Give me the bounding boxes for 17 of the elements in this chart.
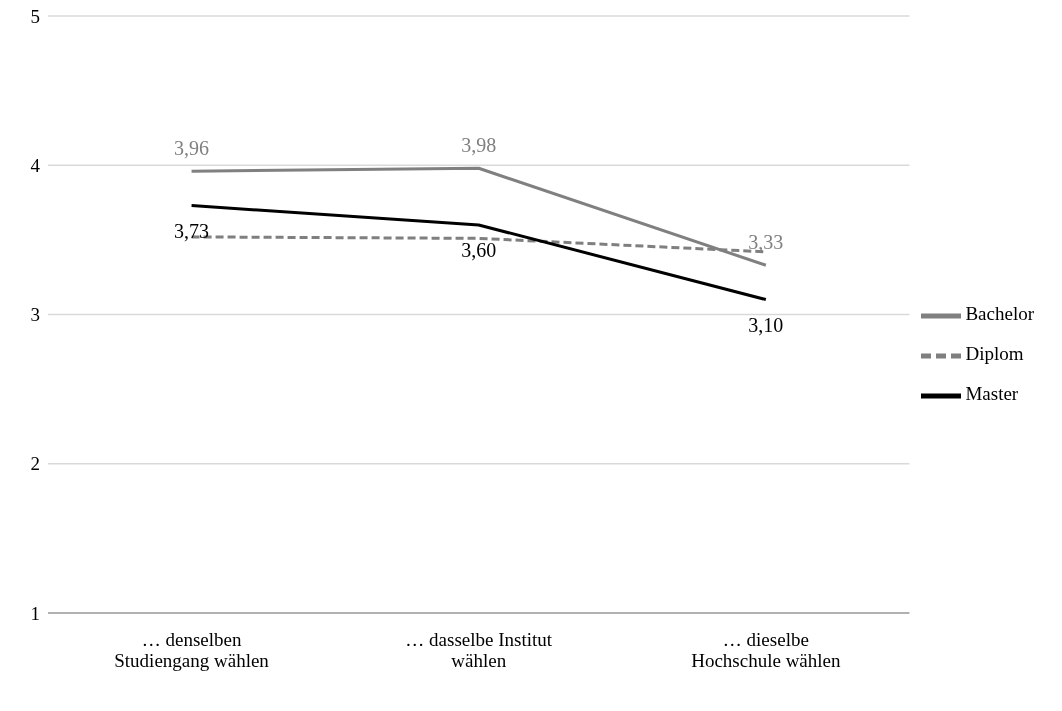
y-tick-label: 5 — [30, 5, 40, 27]
y-tick-label: 2 — [30, 453, 40, 475]
data-label: 3,10 — [748, 313, 784, 336]
data-label: 3,60 — [461, 238, 497, 261]
data-label: 3,98 — [461, 134, 497, 157]
x-tick-label: … dieselbe Hochschule wählen — [691, 629, 841, 671]
y-tick-label: 3 — [30, 304, 40, 326]
legend-label: Diplom — [965, 342, 1024, 364]
data-label: 3,33 — [748, 231, 784, 254]
legend-label: Master — [965, 382, 1019, 404]
x-tick-label: … dasselbe Institut wählen — [405, 629, 553, 671]
y-tick-label: 4 — [30, 154, 41, 176]
legend-label: Bachelor — [965, 302, 1034, 324]
x-tick-label: … denselben Studiengang wählen — [114, 629, 270, 671]
data-label: 3,73 — [174, 219, 210, 242]
data-label: 3,96 — [174, 137, 210, 160]
y-tick-label: 1 — [30, 602, 40, 624]
